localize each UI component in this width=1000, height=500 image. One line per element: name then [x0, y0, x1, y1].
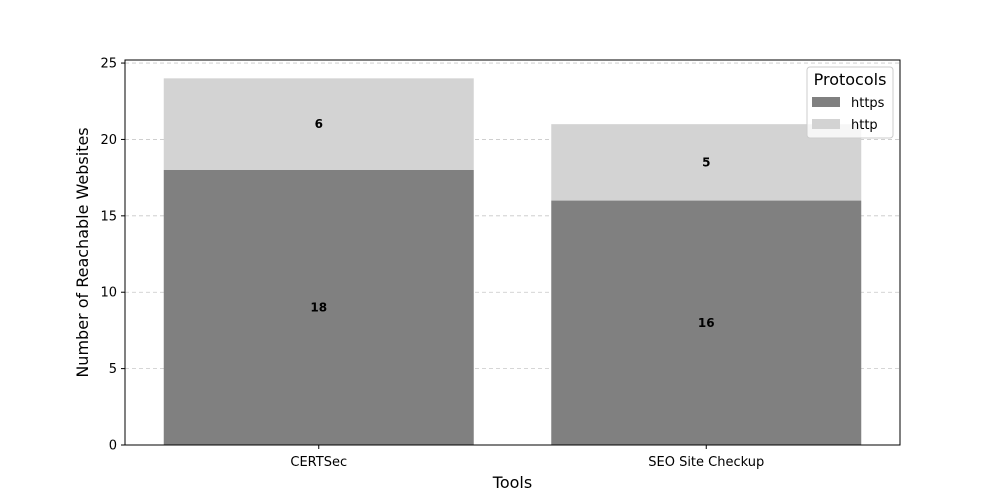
- data-label-https: 16: [698, 316, 715, 330]
- legend-label-https: https: [851, 96, 885, 111]
- legend-items: https http: [812, 96, 885, 133]
- data-label-https: 18: [310, 301, 327, 315]
- y-tick-label: 10: [100, 286, 117, 301]
- x-tick-label: CERTSec: [290, 455, 347, 470]
- bar-https: [163, 170, 474, 445]
- x-axis-title: Tools: [492, 473, 532, 492]
- x-axis: CERTSec SEO Site Checkup: [290, 445, 764, 470]
- y-axis: 0 5 10 15 20 25: [100, 57, 125, 454]
- y-tick-label: 25: [100, 57, 117, 72]
- y-axis-title: Number of Reachable Websites: [73, 127, 92, 377]
- legend-swatch-http: [812, 119, 840, 129]
- y-tick-label: 20: [100, 133, 117, 148]
- y-tick-label: 15: [100, 209, 117, 224]
- bar-http: [163, 78, 474, 170]
- legend-label-http: http: [851, 118, 878, 133]
- bar-https: [551, 200, 862, 445]
- x-tick-label: SEO Site Checkup: [648, 455, 764, 470]
- y-tick-label: 0: [109, 439, 117, 454]
- legend-title: Protocols: [814, 70, 887, 89]
- legend: Protocols https http: [806, 66, 894, 139]
- legend-swatch-https: [812, 97, 840, 107]
- data-labels: 18 6 16 5: [310, 117, 714, 330]
- plot-area-frame: [124, 59, 901, 446]
- y-tick-label: 5: [109, 362, 117, 377]
- data-label-http: 5: [702, 155, 710, 169]
- data-label-http: 6: [315, 117, 323, 131]
- bars: [163, 78, 862, 445]
